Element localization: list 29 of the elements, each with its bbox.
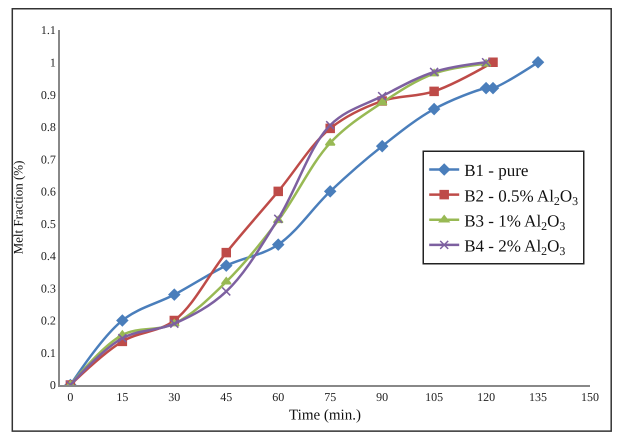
y-tick-label: 0.6 (40, 184, 56, 199)
legend-label: B1 - pure (464, 161, 528, 180)
x-tick-label: 90 (376, 390, 388, 404)
x-tick-label: 75 (324, 390, 336, 404)
y-tick-label: 0.3 (40, 281, 56, 296)
x-tick-label: 30 (168, 390, 180, 404)
y-tick-label: 0 (50, 378, 56, 392)
y-tick-label: 0.2 (40, 314, 56, 328)
y-tick-label: 0.7 (40, 152, 56, 166)
y-tick-label: 0.9 (40, 88, 56, 102)
x-tick-label: 150 (581, 390, 599, 404)
x-tick-label: 120 (477, 390, 496, 404)
x-tick-label: 135 (529, 390, 548, 404)
y-tick-label: 0.1 (40, 346, 56, 360)
x-axis-title: Time (min.) (289, 408, 361, 424)
x-tick-label: 0 (67, 390, 74, 404)
y-tick-label: 0.8 (40, 120, 56, 134)
legend-label: B2 - 0.5% Al$_{2}$O$_{3}$ (464, 186, 578, 208)
legend-label: B3 - 1% Al$_{2}$O$_{3}$ (464, 211, 566, 233)
x-tick-label: 60 (272, 390, 284, 404)
x-tick-label: 15 (116, 390, 128, 404)
y-tick-label: 0.4 (40, 249, 56, 264)
legend-label: B4 - 2% Al$_{2}$O$_{3}$ (464, 236, 566, 258)
y-tick-label: 1.1 (40, 23, 56, 38)
x-tick-label: 105 (425, 390, 444, 404)
x-tick-label: 45 (220, 390, 232, 404)
y-tick-label: 1 (50, 55, 56, 70)
y-axis-title: Melt Fraction (%) (10, 160, 26, 254)
y-tick-label: 0.5 (40, 216, 56, 231)
